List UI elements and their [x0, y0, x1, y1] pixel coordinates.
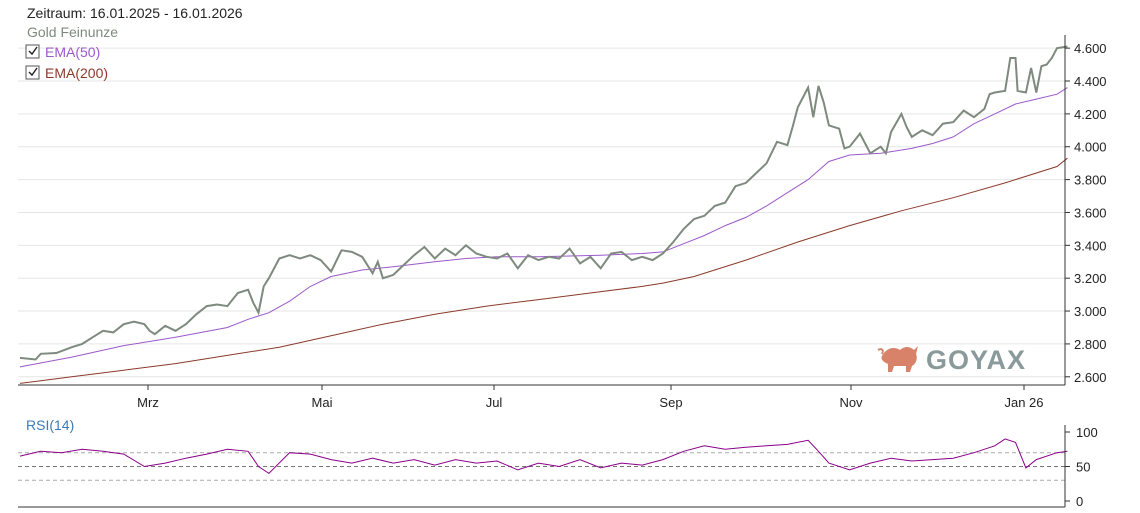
y-tick-label: 3.000	[1074, 304, 1107, 319]
ema200-legend-label: EMA(200)	[45, 65, 108, 81]
rsi-y-tick-label: 100	[1076, 425, 1098, 440]
logo-text: GOYAX	[926, 345, 1026, 375]
x-tick-label: Jan 26	[1004, 395, 1043, 410]
ema200-line	[19, 157, 1068, 384]
legend-ema200[interactable]: EMA(200)	[25, 65, 108, 81]
legend-ema50[interactable]: EMA(50)	[25, 44, 100, 60]
rsi-y-tick-label: 0	[1076, 494, 1083, 509]
y-tick-label: 4.000	[1074, 140, 1107, 155]
y-tick-label: 3.200	[1074, 271, 1107, 286]
checkmark-icon	[28, 46, 38, 56]
rsi-title: RSI(14)	[26, 417, 74, 433]
rsi-reference-lines	[18, 452, 1065, 481]
ema50-checkbox[interactable]	[25, 44, 40, 59]
x-tick-label: Mai	[312, 395, 333, 410]
x-tick-label: Nov	[839, 395, 863, 410]
x-axis: Mrz Mai Jul Sep Nov Jan 26	[137, 385, 1044, 410]
x-tick-label: Jul	[486, 395, 503, 410]
price-y-axis: 4.600 4.400 4.200 4.000 3.800 3.600 3.400 3.200…	[1065, 41, 1107, 385]
price-line	[19, 45, 1068, 361]
x-tick-label: Mrz	[137, 395, 159, 410]
y-tick-label: 2.600	[1074, 370, 1107, 385]
series-label: Gold Feinunze	[27, 24, 118, 40]
ema200-checkbox[interactable]	[25, 65, 40, 80]
y-tick-label: 3.800	[1074, 173, 1107, 188]
rsi-y-axis: 100 50 0	[1065, 425, 1098, 509]
y-tick-label: 3.600	[1074, 205, 1107, 220]
checkmark-icon	[28, 67, 38, 77]
y-tick-label: 4.600	[1074, 41, 1107, 56]
ema50-line	[19, 87, 1068, 368]
y-tick-label: 4.400	[1074, 74, 1107, 89]
x-tick-label: Sep	[659, 395, 682, 410]
rsi-y-tick-label: 50	[1076, 460, 1090, 475]
price-grid	[18, 47, 1065, 378]
y-tick-label: 4.200	[1074, 107, 1107, 122]
y-tick-label: 2.800	[1074, 337, 1107, 352]
bull-icon	[877, 346, 918, 372]
period-label: Zeitraum: 16.01.2025 - 16.01.2026	[27, 5, 243, 21]
y-tick-label: 3.400	[1074, 238, 1107, 253]
ema50-legend-label: EMA(50)	[45, 44, 100, 60]
rsi-line	[19, 438, 1068, 475]
goyax-logo: GOYAX	[877, 345, 1026, 375]
